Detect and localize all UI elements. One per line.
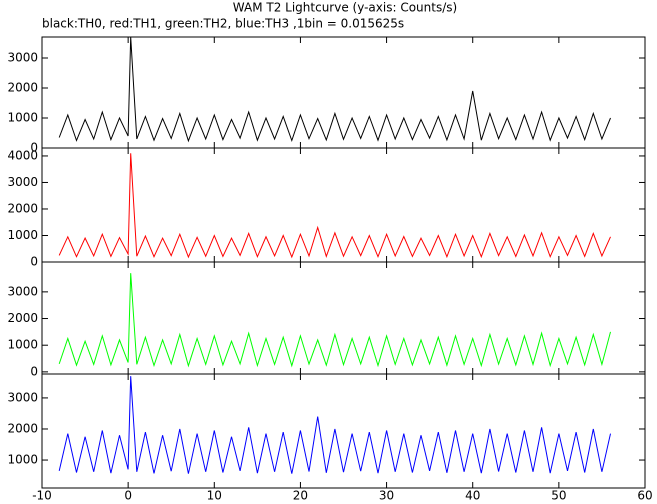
x-tick-label: 50 <box>551 489 566 503</box>
y-tick-label: 0 <box>30 364 38 378</box>
y-tick-label: 3000 <box>7 284 38 298</box>
y-tick-label: 3000 <box>7 175 38 189</box>
y-tick-label: 2000 <box>7 201 38 215</box>
y-tick-label: 1000 <box>7 228 38 242</box>
x-tick-label: 30 <box>379 489 394 503</box>
panel-frame <box>41 147 646 263</box>
y-tick-label: 0 <box>30 141 38 155</box>
y-tick-label: 2000 <box>7 311 38 325</box>
y-tick-label: 3000 <box>7 51 38 65</box>
chart-title: WAM T2 Lightcurve (y-axis: Counts/s) <box>233 1 457 15</box>
x-tick-label: 20 <box>293 489 308 503</box>
panel-frame <box>41 36 646 149</box>
chart-subtitle: black:TH0, red:TH1, green:TH2, blue:TH3 … <box>42 17 404 31</box>
y-tick-label: 2000 <box>7 421 38 435</box>
x-tick-label: 40 <box>465 489 480 503</box>
panel-frame <box>41 261 646 375</box>
panel-frame <box>41 373 646 489</box>
x-tick-label: -10 <box>32 489 52 503</box>
light-curve <box>58 273 611 368</box>
light-curve <box>58 36 611 143</box>
y-tick-label: 2000 <box>7 81 38 95</box>
y-tick-label: 1000 <box>7 338 38 352</box>
x-tick-label: 0 <box>124 489 132 503</box>
y-tick-label: 4000 <box>7 148 38 162</box>
x-tick-label: 10 <box>207 489 222 503</box>
x-tick-label: 60 <box>637 489 652 503</box>
y-tick-label: 1000 <box>7 111 38 125</box>
y-tick-label: 0 <box>30 255 38 269</box>
y-tick-label: 1000 <box>7 453 38 467</box>
light-curve <box>58 376 611 474</box>
light-curve <box>58 153 611 259</box>
y-tick-label: 3000 <box>7 390 38 404</box>
